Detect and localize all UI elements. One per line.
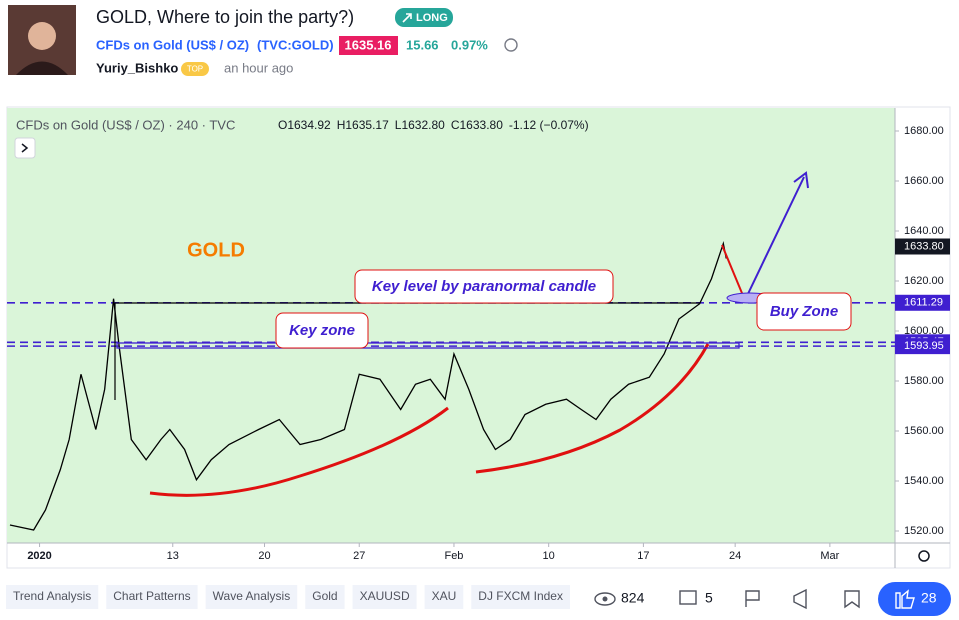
- y-tick-label: 1620.00: [904, 275, 944, 287]
- expand-button[interactable]: [14, 137, 36, 159]
- tag-label: DJ FXCM Index: [478, 589, 563, 603]
- y-tick-label: 1540.00: [904, 475, 944, 487]
- top-badge: [181, 62, 209, 76]
- tag-label: Gold: [312, 589, 337, 603]
- tag[interactable]: [471, 585, 570, 609]
- long-badge: [395, 8, 453, 27]
- x-tick-label: Feb: [444, 550, 463, 562]
- share-icon[interactable]: [745, 590, 760, 607]
- like-button[interactable]: [878, 582, 951, 616]
- x-tick-label: 17: [637, 550, 649, 562]
- price-line-series: [9, 240, 727, 531]
- x-tick-label: 20: [258, 550, 270, 562]
- symbol-code[interactable]: (TVC:GOLD): [257, 37, 334, 52]
- ohlc-value: O1634.92: [278, 118, 331, 132]
- y-tick-label: 1560.00: [904, 425, 944, 437]
- direction: LONG: [416, 12, 448, 24]
- plot-area: [7, 108, 895, 543]
- price-label-box: [895, 338, 950, 355]
- drop-arrow: [721, 244, 745, 299]
- avatar-face: [28, 22, 56, 50]
- y-tick-label: 1600.00: [904, 325, 944, 337]
- y-tick-label: 1660.00: [904, 175, 944, 187]
- ohlc-value: H1635.17: [337, 118, 389, 132]
- author[interactable]: Yuriy_Bishko: [96, 60, 178, 75]
- author-badge: TOP: [187, 65, 203, 74]
- chart-legend: CFDs on Gold (US$ / OZ) · 240 · TVC: [16, 117, 235, 132]
- callout: [756, 292, 852, 331]
- callout: [275, 312, 369, 349]
- y-tick-label: 1680.00: [904, 125, 944, 137]
- change: 15.66: [406, 37, 439, 52]
- tag[interactable]: [424, 585, 464, 609]
- like-icon: [895, 589, 915, 609]
- chevron: [21, 143, 29, 153]
- rise-arrow: [745, 176, 805, 299]
- tag-label: XAUUSD: [360, 589, 410, 603]
- last-price-box: [895, 238, 950, 255]
- comments-icon[interactable]: [679, 590, 697, 605]
- views: 824: [621, 590, 645, 606]
- symbol-name[interactable]: CFDs on Gold (US$ / OZ): [96, 37, 249, 52]
- y-tick-label: 1520.00: [904, 525, 944, 537]
- support-curve: [475, 343, 710, 474]
- arrow-icon: [402, 13, 412, 23]
- ohlc-value: -1.12 (−0.07%): [509, 118, 589, 132]
- key-zone-box: [116, 342, 740, 349]
- price-label-box: [895, 294, 950, 311]
- y-tick-label: 1640.00: [904, 225, 944, 237]
- tags: Trend Analysis Chart Patterns Wave Analysi…: [6, 585, 570, 609]
- price: 1635.16: [345, 37, 392, 52]
- comments: 5: [705, 590, 713, 606]
- key-level-label: Key level by paranormal candle: [372, 278, 596, 295]
- x-tick-label: 10: [543, 550, 555, 562]
- time: an hour ago: [224, 60, 293, 75]
- tag[interactable]: [6, 585, 99, 609]
- views-icon-pupil: [602, 596, 608, 602]
- ohlc-value: C1633.80: [451, 118, 503, 132]
- x-tick-label: 2020: [27, 550, 51, 562]
- callout: [354, 269, 614, 304]
- avatar-body: [16, 61, 68, 75]
- x-tick-label: 13: [167, 550, 179, 562]
- tag-label: XAU: [432, 589, 457, 603]
- ohlc-legend: O1634.92 H1635.17 L1632.80 C1633.80 -1.12 (−…: [278, 118, 589, 132]
- alarm-icon[interactable]: [504, 38, 518, 52]
- tag[interactable]: [305, 585, 345, 609]
- x-tick-label: 27: [353, 550, 365, 562]
- change-pct: 0.97%: [451, 37, 488, 52]
- last-price-label: 1633.80: [904, 240, 944, 252]
- likes: 28: [921, 590, 937, 606]
- settings-icon[interactable]: [918, 550, 930, 562]
- x-tick-label: Mar: [820, 550, 839, 562]
- price-badge: [339, 36, 398, 55]
- y-tick-label: 1580.00: [904, 375, 944, 387]
- views-icon: [594, 592, 616, 606]
- tag[interactable]: [352, 585, 417, 609]
- promote-icon[interactable]: [793, 588, 807, 610]
- tag[interactable]: [205, 585, 298, 609]
- tag-label: Wave Analysis: [213, 589, 291, 603]
- gold-label: GOLD: [187, 239, 245, 261]
- tag[interactable]: [106, 585, 198, 609]
- price-label: 1593.95: [904, 340, 944, 352]
- buy-zone-label: Buy Zone: [770, 303, 838, 320]
- x-tick-label: 24: [729, 550, 741, 562]
- arrow-head: [793, 171, 809, 189]
- bookmark-icon[interactable]: [844, 590, 860, 609]
- tag-label: Trend Analysis: [13, 589, 91, 603]
- ohlc-value: L1632.80: [395, 118, 445, 132]
- key-zone-label: Key zone: [289, 322, 355, 339]
- price-label: 1611.29: [904, 297, 943, 309]
- tag-label: Chart Patterns: [113, 589, 190, 603]
- support-curve: [149, 406, 449, 497]
- idea-title: GOLD, Where to join the party?): [96, 7, 354, 27]
